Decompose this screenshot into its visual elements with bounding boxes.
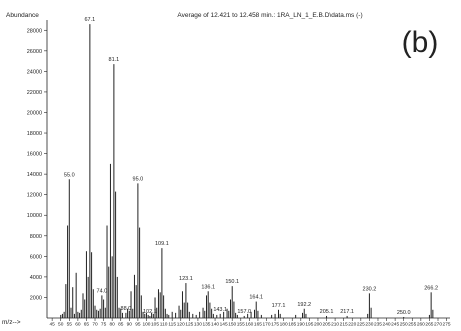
x-tick-label: 180 xyxy=(280,322,288,327)
peak-label: 177.1 xyxy=(272,303,286,309)
peak-label: 266.2 xyxy=(424,285,438,291)
x-tick-label: 170 xyxy=(262,322,270,327)
x-tick-label: 275 xyxy=(443,322,451,327)
x-tick-label: 185 xyxy=(288,322,296,327)
peak-label: 230.2 xyxy=(363,286,377,292)
x-tick-label: 190 xyxy=(297,322,305,327)
peak-label: 102.1 xyxy=(143,309,157,315)
x-tick-label: 195 xyxy=(305,322,313,327)
x-tick-label: 60 xyxy=(75,322,81,327)
peak-labels: 55.0 67.1 74.0 81.1 88.0 95.0 102.1 109.1 123.1 1… xyxy=(64,17,438,316)
x-tick-label: 140 xyxy=(211,322,219,327)
peak-label: 95.0 xyxy=(133,176,144,182)
x-tick-label: 205 xyxy=(323,322,331,327)
x-tick-label: 235 xyxy=(374,322,382,327)
peak-label: 143.1 xyxy=(213,307,227,313)
x-tick-label: 175 xyxy=(271,322,279,327)
y-tick-label: 28000 xyxy=(27,28,42,34)
x-tick-label: 45 xyxy=(49,322,55,327)
x-tick-label: 90 xyxy=(127,322,133,327)
y-ticks: 2000 4000 6000 8000 10000 12000 14000 16000 1800… xyxy=(27,28,47,301)
x-ticks: 45 50 55 60 65 70 75 80 85 90 95 100 105 110 115 120 125… xyxy=(49,318,451,328)
chart-title: Average of 12.421 to 12.458 min.: 1RA_LN… xyxy=(177,12,362,19)
x-tick-label: 200 xyxy=(314,322,322,327)
x-tick-label: 75 xyxy=(101,322,107,327)
peak-label: 123.1 xyxy=(179,276,193,282)
y-tick-label: 24000 xyxy=(27,69,42,75)
y-tick-label: 22000 xyxy=(27,90,42,96)
peak-label: 205.1 xyxy=(320,309,334,315)
x-tick-label: 135 xyxy=(202,322,210,327)
y-tick-label: 26000 xyxy=(27,49,42,55)
x-tick-label: 245 xyxy=(391,322,399,327)
x-tick-label: 225 xyxy=(357,322,365,327)
y-tick-label: 16000 xyxy=(27,152,42,158)
peak-label: 217.1 xyxy=(340,309,354,315)
y-tick-label: 6000 xyxy=(30,254,42,260)
x-tick-label: 50 xyxy=(58,322,64,327)
x-tick-label: 265 xyxy=(425,322,433,327)
peak-label: 67.1 xyxy=(85,17,96,23)
y-tick-label: 18000 xyxy=(27,131,42,137)
x-tick-label: 155 xyxy=(237,322,245,327)
peak-label: 74.0 xyxy=(97,288,108,294)
x-tick-label: 125 xyxy=(185,322,193,327)
spectrum-bars xyxy=(60,24,434,318)
peak-label: 136.1 xyxy=(201,284,215,290)
peak-label: 150.1 xyxy=(225,279,239,285)
x-tick-label: 85 xyxy=(118,322,124,327)
y-tick-label: 14000 xyxy=(27,172,42,178)
x-tick-label: 250 xyxy=(400,322,408,327)
y-axis-label: Abundance xyxy=(6,12,39,19)
x-tick-label: 255 xyxy=(408,322,416,327)
x-tick-label: 110 xyxy=(160,322,168,327)
x-tick-label: 80 xyxy=(109,322,115,327)
peak-label: 88.0 xyxy=(121,306,132,312)
panel-label: (b) xyxy=(402,26,439,59)
x-axis-label: m/z--> xyxy=(2,319,21,326)
peak-label: 109.1 xyxy=(155,241,169,247)
x-tick-label: 65 xyxy=(84,322,90,327)
peak-label: 157.0 xyxy=(237,309,251,315)
x-tick-label: 145 xyxy=(220,322,228,327)
x-tick-label: 215 xyxy=(340,322,348,327)
x-tick-label: 100 xyxy=(142,322,150,327)
x-tick-label: 115 xyxy=(168,322,176,327)
x-tick-label: 130 xyxy=(194,322,202,327)
x-tick-label: 105 xyxy=(151,322,159,327)
y-tick-label: 4000 xyxy=(30,275,42,281)
y-tick-label: 2000 xyxy=(30,295,42,301)
x-tick-label: 220 xyxy=(348,322,356,327)
x-tick-label: 55 xyxy=(67,322,73,327)
peak-label: 55.0 xyxy=(64,172,75,178)
x-tick-label: 230 xyxy=(365,322,373,327)
x-tick-label: 165 xyxy=(254,322,262,327)
x-tick-label: 150 xyxy=(228,322,236,327)
peak-label: 192.2 xyxy=(297,302,311,308)
x-tick-label: 210 xyxy=(331,322,339,327)
peak-label: 164.1 xyxy=(249,295,263,301)
peak-label: 250.0 xyxy=(397,310,411,316)
y-tick-label: 12000 xyxy=(27,193,42,199)
x-tick-label: 240 xyxy=(383,322,391,327)
x-tick-label: 120 xyxy=(177,322,185,327)
peak-label: 81.1 xyxy=(109,57,120,63)
x-tick-label: 160 xyxy=(245,322,253,327)
x-tick-label: 260 xyxy=(417,322,425,327)
x-tick-label: 70 xyxy=(92,322,98,327)
y-tick-label: 8000 xyxy=(30,234,42,240)
y-tick-label: 10000 xyxy=(27,213,42,219)
x-tick-label: 270 xyxy=(434,322,442,327)
y-tick-label: 20000 xyxy=(27,110,42,116)
x-tick-label: 95 xyxy=(135,322,141,327)
